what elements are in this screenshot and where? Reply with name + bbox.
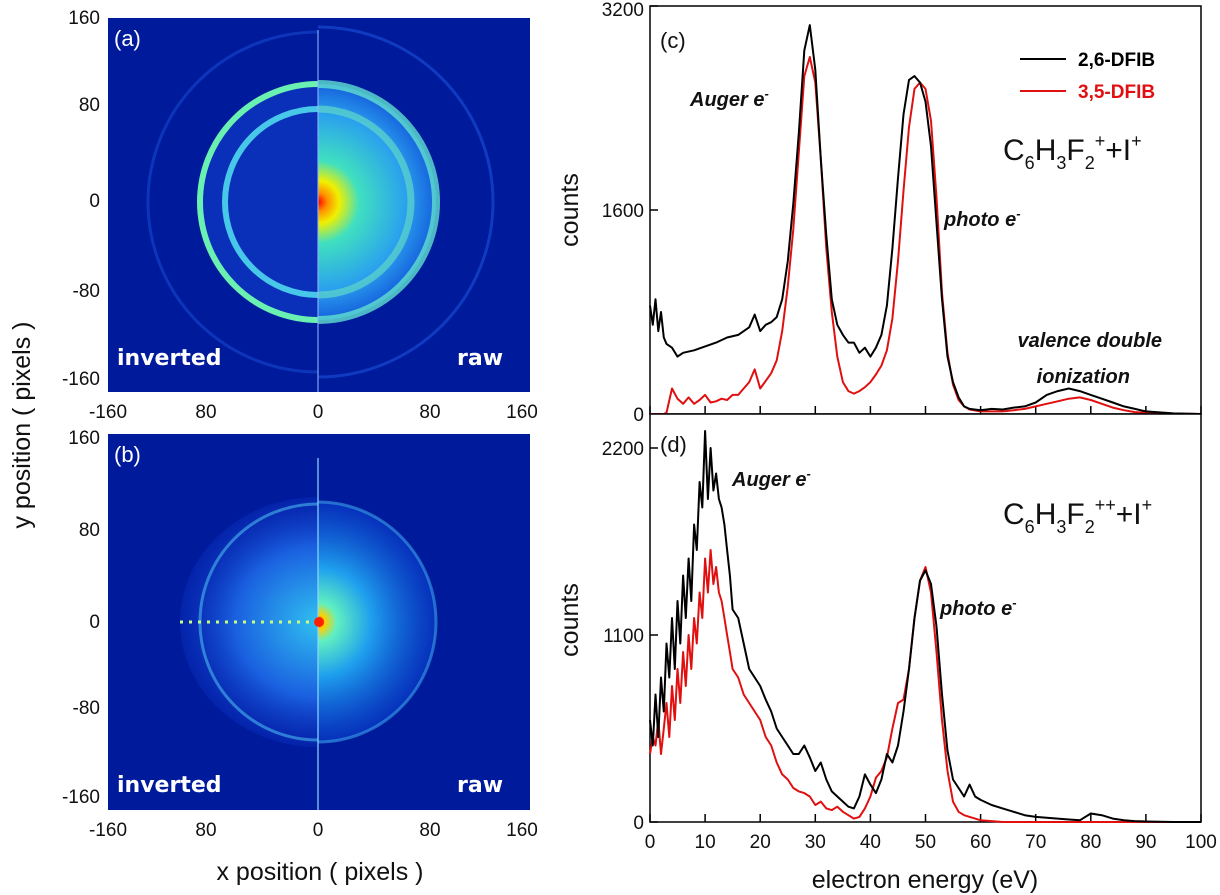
image-a-inverted-label: inverted [117,346,222,371]
xtick-label-60: 60 [970,832,991,853]
image-b-center-spot [314,617,324,627]
a-ytick-160: 160 [68,8,100,29]
xtick-label-10: 10 [695,832,716,853]
panel-label-c: (c) [660,28,686,53]
series-line-d-3-5-DFIB [649,549,1201,823]
annot-c-valence-1: valence double [1018,330,1163,352]
spectrum-c-plot: 0 1600 3200 [602,0,1202,426]
ytick-label-c-3200: 3200 [602,0,644,21]
b-xtick-160: 160 [506,820,538,841]
image-b-inverted-disk [180,497,318,747]
image-a-inverted-outer-ring [197,81,318,323]
series-line-d-2-6-DFIB [649,430,1201,823]
a-ytick-0: 0 [89,191,100,212]
annot-c-photo: photo e- [943,206,1021,231]
spectrum-x-axis-label: electron energy (eV) [812,866,1039,894]
image-b-axes: 160 80 0 -80 -160 -160 80 0 80 160 [62,428,538,841]
annot-c-auger: Auger e- [689,86,769,111]
a-ytick-neg160: -160 [62,369,100,390]
b-xtick-80l: 80 [195,820,216,841]
formula-d: C6H3F2+++I+ [1003,495,1152,537]
a-xtick-neg160: -160 [89,402,127,423]
a-ytick-80: 80 [79,95,100,116]
b-ytick-neg80: -80 [73,698,100,719]
image-a-inverted-inner-ring [222,106,318,298]
xtick-label-70: 70 [1025,832,1046,853]
xtick-label-0: 0 [645,832,656,853]
xtick-label-80: 80 [1080,832,1101,853]
panel-label-a: (a) [114,26,141,51]
spectrum-c-frame [649,5,1202,415]
legend: 2,6-DFIB 3,5-DFIB [1020,50,1155,103]
ytick-label-d-2200: 2200 [602,439,644,460]
image-b-inverted-label: inverted [117,773,222,798]
b-xtick-80r: 80 [419,820,440,841]
xtick-label-50: 50 [915,832,936,853]
ytick-label-d-1100: 1100 [603,626,644,647]
image-x-axis-label: x position ( pixels ) [216,858,423,886]
b-ytick-160: 160 [68,428,100,449]
annot-d-photo: photo e- [939,595,1017,620]
annot-c-valence-2: ionization [1037,366,1130,388]
b-ytick-0: 0 [89,612,100,633]
b-ytick-neg160: -160 [62,787,100,808]
image-panel-a: (a) inverted raw [108,18,530,392]
ytick-label-c-0: 0 [633,405,644,426]
panel-label-d: (d) [660,432,687,457]
xtick-label-20: 20 [750,832,771,853]
legend-label-2-6-DFIB: 2,6-DFIB [1078,50,1155,71]
spectrum-d-plot: 0 1100 2200 0 10 20 30 40 50 60 70 80 90 100 [602,430,1217,853]
image-b-raw-disk [318,502,436,742]
image-b-raw-ring [318,500,438,744]
a-xtick-0: 0 [313,402,324,423]
legend-label-3-5-DFIB: 3,5-DFIB [1078,82,1155,103]
spectrum-d-ylabel: counts [556,583,584,657]
panel-label-b: (b) [114,442,141,467]
image-a-raw-outer-ring [318,80,440,324]
xtick-label-30: 30 [805,832,826,853]
xtick-label-40: 40 [860,832,881,853]
image-panel-b: (b) inverted raw [108,434,530,810]
image-a-inverted-fill [200,84,318,320]
b-xtick-neg160: -160 [89,820,127,841]
b-xtick-0: 0 [313,820,324,841]
a-ytick-neg80: -80 [73,281,100,302]
formula-c: C6H3F2++I+ [1003,131,1142,173]
spectrum-d-frame [649,413,1202,823]
ytick-label-d-0: 0 [633,813,644,834]
image-a-raw-disk [318,84,436,320]
a-xtick-80r: 80 [419,402,440,423]
series-line-c-2-6-DFIB [649,24,1202,415]
image-a-raw-inner-ring [318,105,415,299]
spectrum-panel-d: 0 1100 2200 0 10 20 30 40 50 60 70 80 90 100 (d) coun… [556,413,1217,894]
image-a-axes: 160 80 0 -80 -160 -160 80 0 80 160 [62,8,538,423]
spectrum-c-ylabel: counts [556,173,584,247]
a-xtick-160: 160 [506,402,538,423]
xtick-label-90: 90 [1135,832,1156,853]
series-line-c-3-5-DFIB [650,56,1202,415]
spectrum-panel-c: 0 1600 3200 (c) counts 2,6-DFIB 3,5-DFIB A… [556,0,1202,426]
b-ytick-80: 80 [79,520,100,541]
xtick-label-100: 100 [1185,832,1217,853]
annot-d-auger: Auger e- [731,466,811,491]
image-a-raw-label: raw [457,346,503,371]
ytick-label-c-1600: 1600 [602,201,644,222]
image-a-halo [318,25,495,379]
image-a-inverted-halo [146,30,318,374]
a-xtick-80l: 80 [195,402,216,423]
image-b-raw-label: raw [457,773,503,798]
image-y-axis-label: y position ( pixels ) [8,321,36,528]
